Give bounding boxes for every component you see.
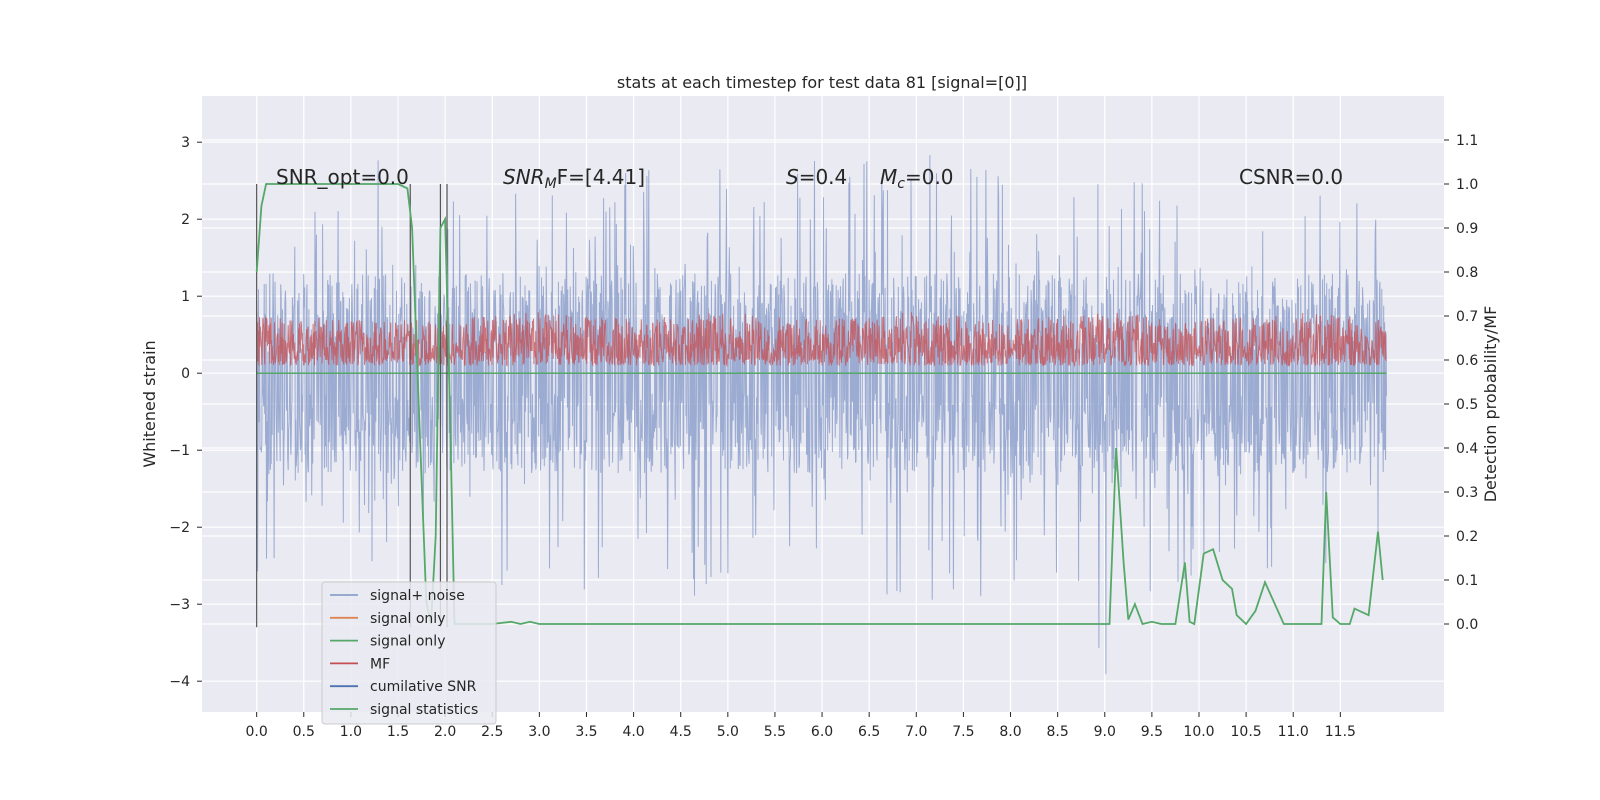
mc-tail: =0.0 xyxy=(905,165,954,189)
annotation-snr-opt: SNR_opt=0.0 xyxy=(276,165,409,189)
y-right-tick-label: 0.6 xyxy=(1456,353,1478,369)
legend-label: cumilative SNR xyxy=(370,679,477,695)
y-right-tick-label: 1.0 xyxy=(1456,177,1478,193)
y-tick-label: −1 xyxy=(169,443,190,459)
y-ticks-right: 1.1 1.0 0.9 0.8 0.7 0.6 0.5 0.4 0.3 0.2 0.1 0.0 xyxy=(1444,133,1478,633)
x-tick-label: 0.0 xyxy=(246,724,268,740)
x-tick-label: 8.5 xyxy=(1047,724,1069,740)
s-base: S xyxy=(786,165,799,189)
x-tick-label: 3.5 xyxy=(575,724,597,740)
legend-items: signal+ noise signal only signal only MF cum… xyxy=(330,588,478,718)
y-tick-label: 0 xyxy=(181,366,190,382)
x-tick-label: 9.5 xyxy=(1141,724,1163,740)
y-tick-label: −3 xyxy=(169,597,190,613)
legend-label: signal+ noise xyxy=(370,588,465,604)
s-tail: =0.4 xyxy=(799,165,848,189)
x-tick-label: 4.5 xyxy=(670,724,692,740)
y-right-tick-label: 0.4 xyxy=(1456,441,1478,457)
legend: signal+ noise signal only signal only MF cum… xyxy=(321,581,497,725)
annotation-csnr: CSNR=0.0 xyxy=(1239,165,1343,189)
series-signal-noise xyxy=(256,155,1387,675)
mc-base: M xyxy=(880,165,897,189)
y-right-tick-label: 0.1 xyxy=(1456,573,1478,589)
y-right-tick-label: 0.2 xyxy=(1456,529,1478,545)
x-tick-label: 2.0 xyxy=(434,724,456,740)
x-tick-label: 8.0 xyxy=(999,724,1021,740)
y-right-tick-label: 0.5 xyxy=(1456,397,1478,413)
x-tick-label: 2.5 xyxy=(481,724,503,740)
y-right-tick-label: 0.7 xyxy=(1456,309,1478,325)
x-tick-label: 1.0 xyxy=(340,724,362,740)
series-mf xyxy=(256,312,1387,368)
snr-mf-tail: F=[4.41] xyxy=(557,165,645,189)
y-axis-label-right: Detection probability/MF xyxy=(1481,306,1500,503)
snr-mf-sub: M xyxy=(545,176,557,192)
x-ticks: 0.0 0.5 1.0 1.5 2.0 2.5 3.0 3.5 4.0 4.5 5.0 5.5 6.0 6… xyxy=(246,712,1356,740)
x-tick-label: 4.0 xyxy=(622,724,644,740)
legend-label: MF xyxy=(370,656,390,672)
x-tick-label: 10.0 xyxy=(1183,724,1214,740)
y-axis-label: Whitened strain xyxy=(140,340,159,467)
annotation-s: S=0.4 xyxy=(786,165,847,189)
y-tick-label: 1 xyxy=(181,289,190,305)
legend-label: signal statistics xyxy=(370,702,478,718)
x-tick-label: 3.0 xyxy=(528,724,550,740)
y-right-tick-label: 0.0 xyxy=(1456,617,1478,633)
x-tick-label: 6.5 xyxy=(858,724,880,740)
x-tick-label: 9.0 xyxy=(1094,724,1116,740)
mc-sub: c xyxy=(897,176,905,192)
y-right-tick-label: 0.9 xyxy=(1456,221,1478,237)
legend-label: signal only xyxy=(370,611,445,627)
y-tick-label: 3 xyxy=(181,135,190,151)
x-tick-label: 1.5 xyxy=(387,724,409,740)
x-tick-label: 7.5 xyxy=(952,724,974,740)
legend-box xyxy=(321,581,497,725)
x-tick-label: 5.0 xyxy=(717,724,739,740)
x-tick-label: 0.5 xyxy=(293,724,315,740)
y-right-tick-label: 0.3 xyxy=(1456,485,1478,501)
x-tick-label: 11.0 xyxy=(1278,724,1309,740)
y-tick-label: −4 xyxy=(169,674,190,690)
snr-mf-base: SNR xyxy=(503,165,545,189)
legend-label: signal only xyxy=(370,634,445,650)
annotation-mc: Mc=0.0 xyxy=(880,165,954,192)
x-tick-label: 6.0 xyxy=(811,724,833,740)
y-right-tick-label: 0.8 xyxy=(1456,265,1478,281)
x-tick-label: 5.5 xyxy=(764,724,786,740)
y-tick-label: 2 xyxy=(181,212,190,228)
y-ticks-left: 3 2 1 0 −1 −2 −3 −4 xyxy=(169,135,202,690)
y-tick-label: −2 xyxy=(169,520,190,536)
x-tick-label: 7.0 xyxy=(905,724,927,740)
x-tick-label: 10.5 xyxy=(1231,724,1262,740)
x-tick-label: 11.5 xyxy=(1325,724,1356,740)
chart-title: stats at each timestep for test data 81 … xyxy=(617,73,1027,92)
annotation-snr-mf: SNRMF=[4.41] xyxy=(503,165,645,192)
y-right-tick-label: 1.1 xyxy=(1456,133,1478,149)
